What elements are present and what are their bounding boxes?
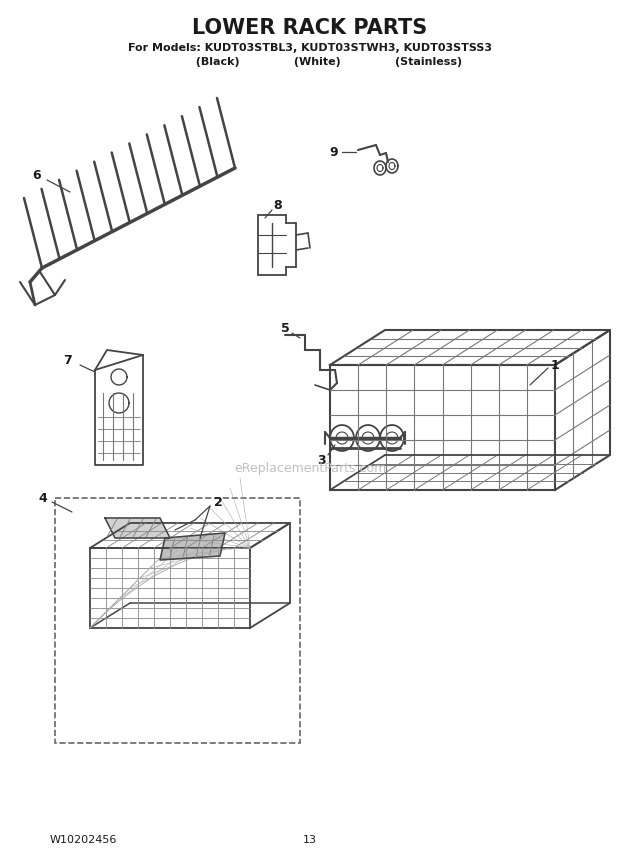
Text: 2: 2	[214, 496, 223, 508]
Text: 3: 3	[317, 454, 326, 467]
Bar	[55, 498, 300, 743]
Text: 9: 9	[330, 146, 339, 158]
Polygon shape	[105, 518, 170, 538]
Text: LOWER RACK PARTS: LOWER RACK PARTS	[192, 18, 428, 38]
Text: 13: 13	[303, 835, 317, 845]
Text: 5: 5	[281, 322, 290, 335]
Text: (Black)              (White)              (Stainless): (Black) (White) (Stainless)	[157, 57, 463, 67]
Polygon shape	[160, 533, 225, 560]
Text: For Models: KUDT03STBL3, KUDT03STWH3, KUDT03STSS3: For Models: KUDT03STBL3, KUDT03STWH3, KU…	[128, 43, 492, 53]
Text: eReplacementParts.com: eReplacementParts.com	[234, 461, 386, 474]
Text: W10202456: W10202456	[50, 835, 117, 845]
Text: 7: 7	[64, 354, 73, 366]
Text: 8: 8	[273, 199, 282, 211]
Text: 6: 6	[33, 169, 42, 181]
Text: 1: 1	[551, 359, 559, 372]
Text: 4: 4	[38, 491, 47, 504]
